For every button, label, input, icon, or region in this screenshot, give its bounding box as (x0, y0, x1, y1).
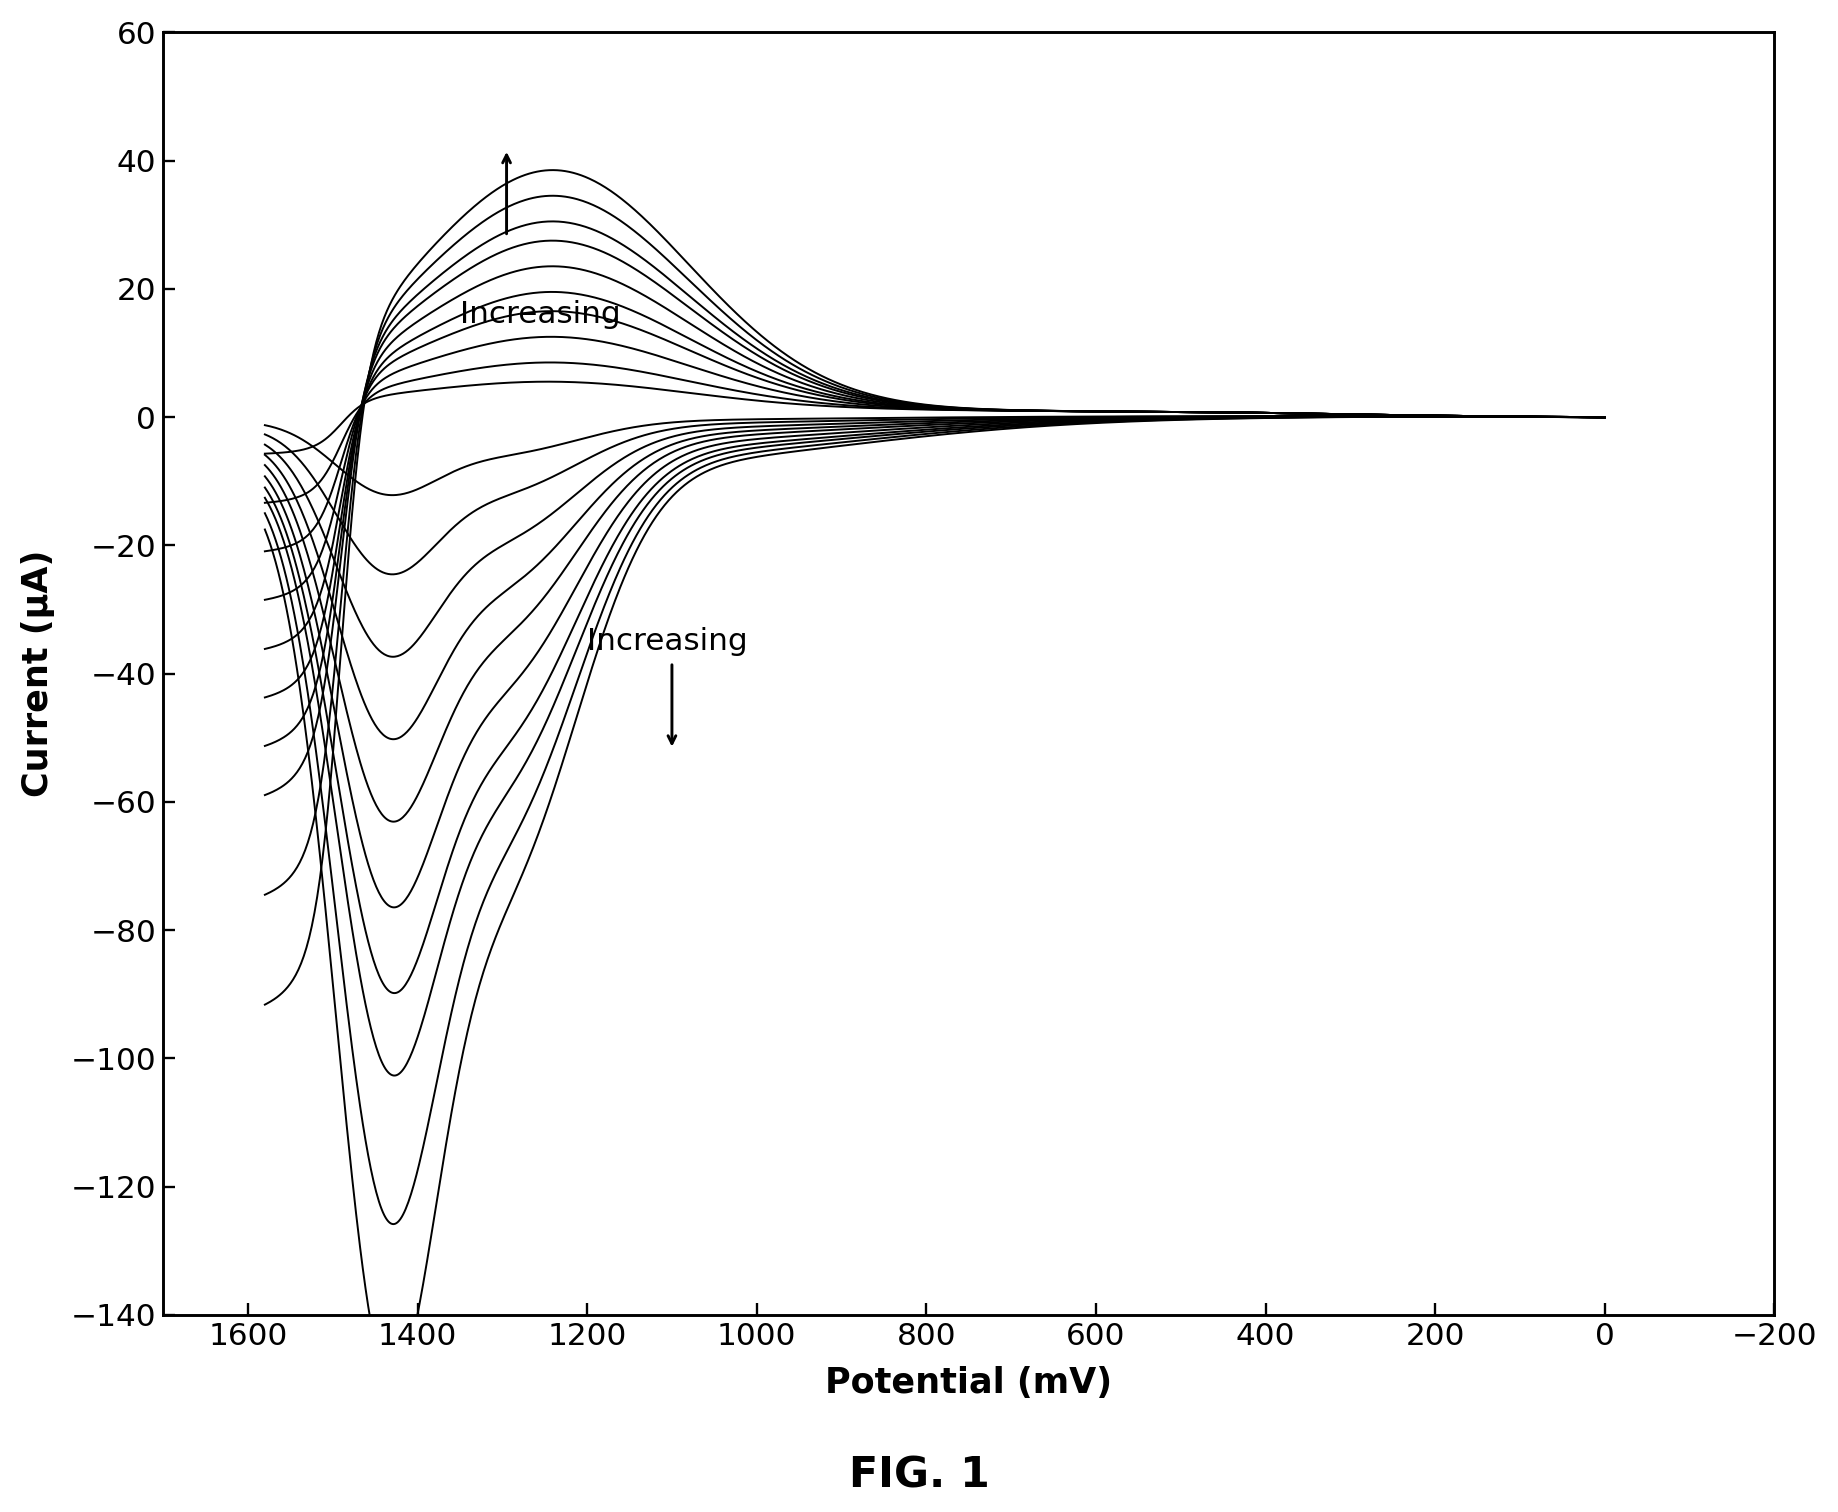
Text: Increasing: Increasing (586, 627, 748, 656)
X-axis label: Potential (mV): Potential (mV) (825, 1367, 1112, 1400)
Text: FIG. 1: FIG. 1 (849, 1455, 989, 1497)
Text: Increasing: Increasing (460, 301, 621, 330)
Y-axis label: Current (μA): Current (μA) (20, 550, 55, 797)
